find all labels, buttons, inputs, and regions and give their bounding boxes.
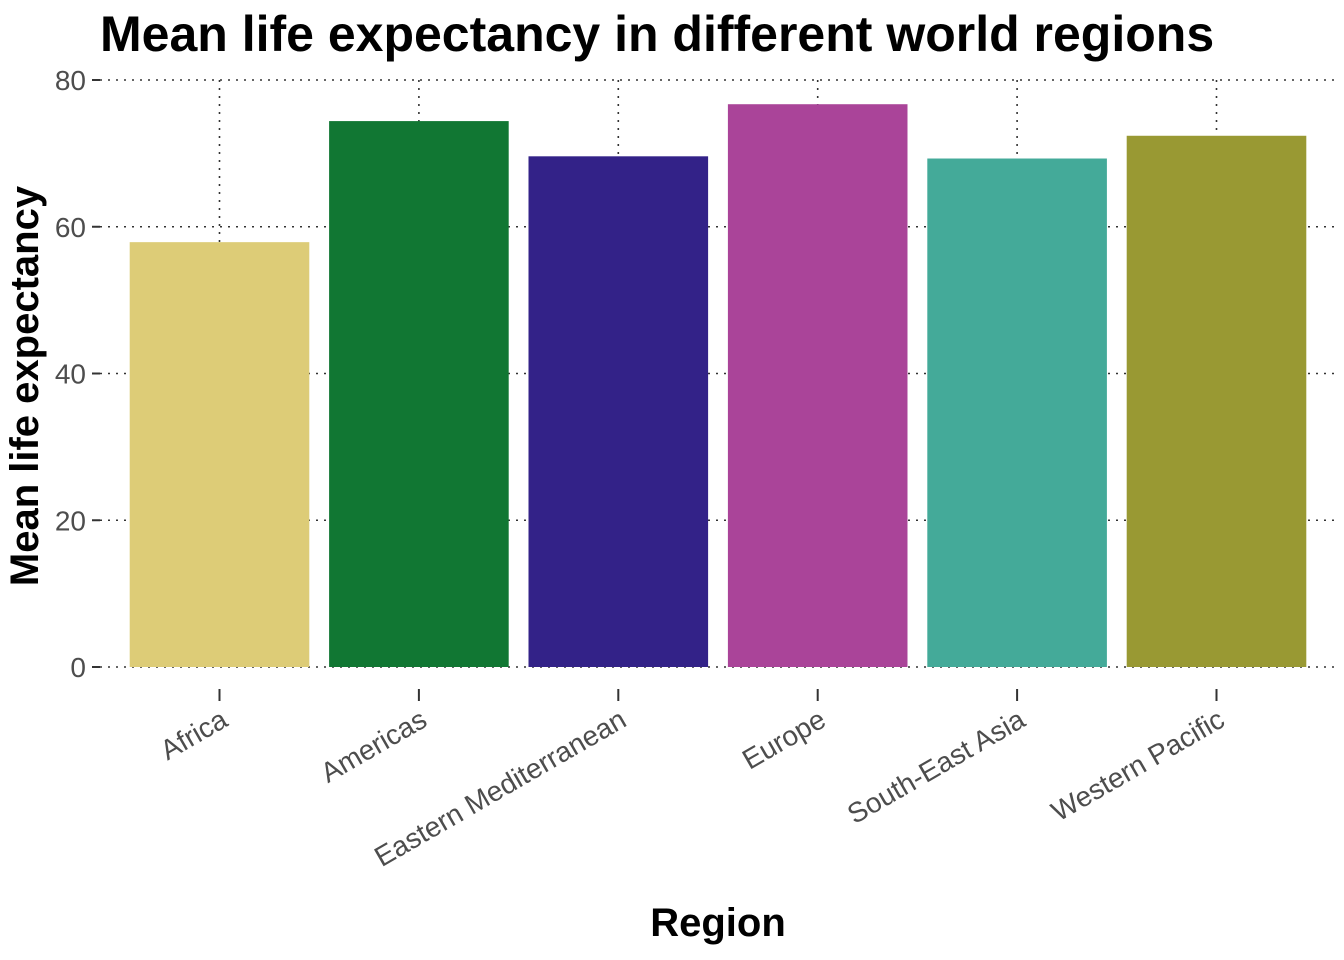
x-tick-label: Africa xyxy=(155,703,233,766)
x-tick-label: Europe xyxy=(737,703,831,775)
bar-south-east-asia xyxy=(927,158,1107,668)
y-axis: 0 20 40 60 80 xyxy=(55,65,100,683)
y-tick-label: 0 xyxy=(70,652,86,683)
bar-americas xyxy=(329,121,509,668)
y-axis-title: Mean life expectancy xyxy=(3,185,47,586)
bar-eastern-mediterranean xyxy=(528,156,709,667)
x-tick-label: South-East Asia xyxy=(842,703,1030,830)
y-tick-label: 20 xyxy=(55,505,86,536)
bars xyxy=(129,104,1307,668)
x-tick-label: Western Pacific xyxy=(1046,703,1230,827)
y-tick-label: 60 xyxy=(55,212,86,243)
bar-europe xyxy=(727,104,908,668)
x-axis-title: Region xyxy=(650,901,786,945)
bar-africa xyxy=(129,242,310,667)
y-tick-label: 40 xyxy=(55,359,86,390)
x-tick-label: Americas xyxy=(315,703,432,788)
bar-western-pacific xyxy=(1126,135,1307,667)
y-tick-label: 80 xyxy=(55,65,86,96)
chart-title: Mean life expectancy in different world … xyxy=(100,6,1214,62)
